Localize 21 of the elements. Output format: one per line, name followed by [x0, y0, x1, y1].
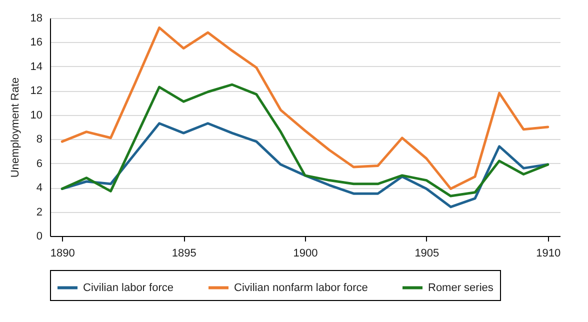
x-tick-label: 1905 — [414, 248, 440, 260]
y-tick-label: 6 — [36, 158, 42, 170]
line-series — [60, 83, 550, 198]
x-tick-label: 1900 — [293, 248, 318, 260]
line-series — [60, 26, 550, 190]
y-tick-label: 16 — [30, 36, 42, 49]
y-tick-label: 14 — [30, 60, 42, 73]
legend-label: Civilian labor force — [83, 282, 174, 294]
legend-label: Civilian nonfarm labor force — [234, 282, 368, 294]
y-tick-label: 10 — [30, 109, 42, 122]
y-tick-label: 12 — [30, 85, 42, 98]
x-tick-label: 1895 — [172, 248, 196, 260]
x-tick-label: 1910 — [536, 248, 561, 260]
y-tick-label: 8 — [36, 134, 42, 146]
y-tick-label: 18 — [30, 12, 42, 24]
y-tick-label: 4 — [36, 182, 42, 194]
x-tick-label: 1890 — [50, 248, 75, 260]
legend-label: Romer series — [428, 282, 494, 294]
y-axis-title: Unemployment Rate — [9, 77, 22, 178]
y-tick-label: 2 — [36, 206, 42, 218]
y-tick-label: 0 — [36, 230, 42, 242]
